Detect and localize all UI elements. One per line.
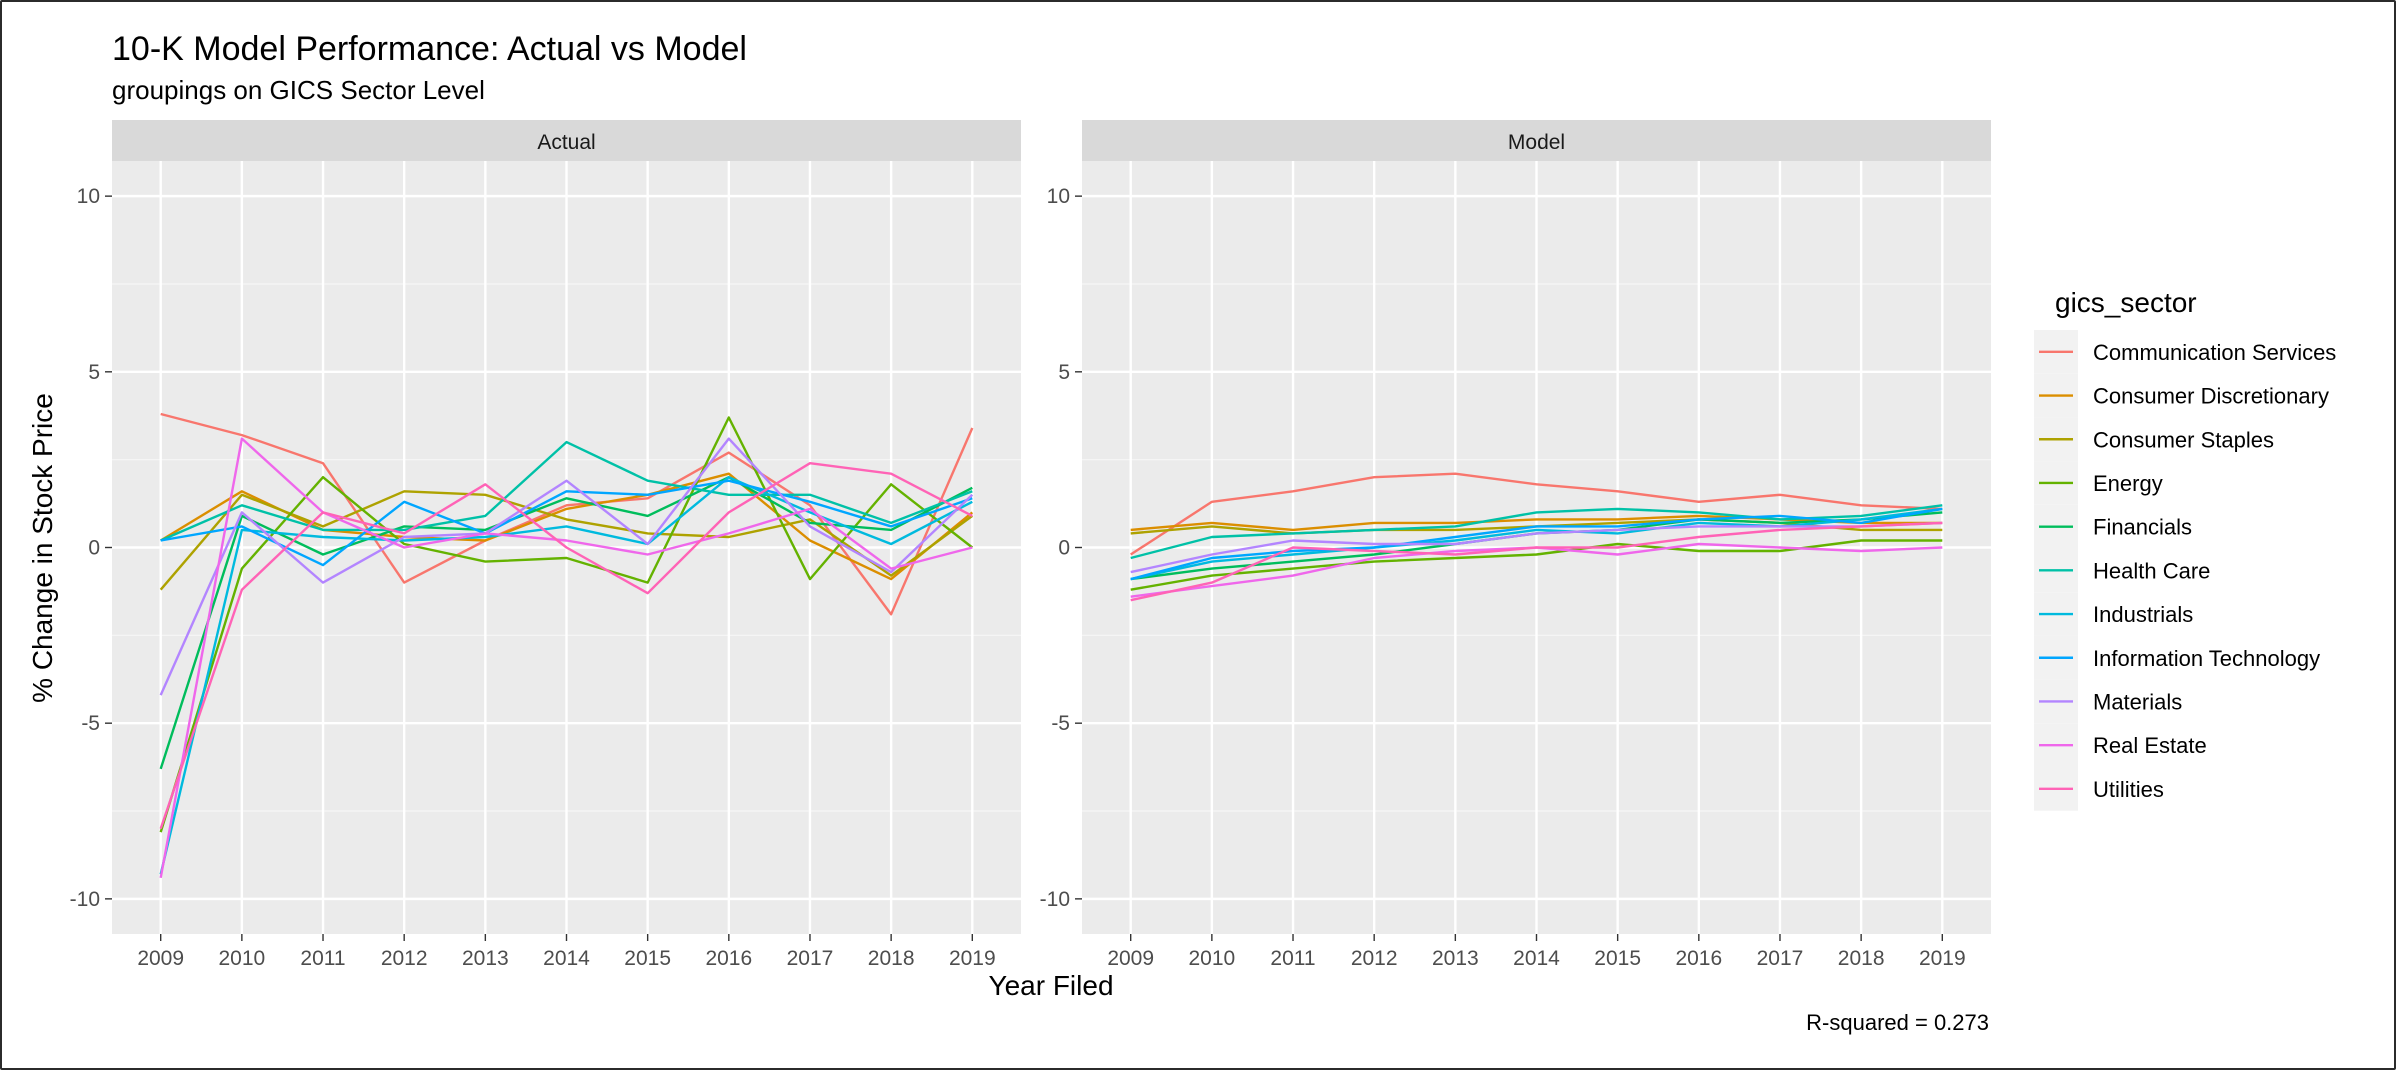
facet-strip-label: Actual — [537, 131, 595, 154]
legend-title: gics_sector — [2055, 287, 2197, 318]
series-line-energy — [159, 416, 974, 833]
series-line-industrials — [1130, 507, 1943, 581]
y-tick-label: 0 — [1058, 537, 1070, 560]
legend-item-utilities: Utilities — [2034, 767, 2164, 811]
x-axis-title: Year Filed — [988, 970, 1113, 1001]
series-line-materials — [159, 437, 974, 696]
y-tick-label: 10 — [1047, 185, 1070, 208]
x-tick-label: 2009 — [137, 947, 184, 970]
legend-item-energy: Energy — [2034, 461, 2163, 505]
x-tick-label: 2014 — [543, 947, 590, 970]
x-tick-label: 2010 — [218, 947, 265, 970]
x-tick-label: 2018 — [868, 947, 915, 970]
legend: gics_sector Communication Services Consum… — [2034, 287, 2336, 811]
y-tick-label: 5 — [1058, 361, 1070, 384]
legend-label: Consumer Staples — [2093, 427, 2274, 452]
legend-label: Health Care — [2093, 558, 2210, 583]
legend-item-financials: Financials — [2034, 504, 2192, 549]
x-tick-label: 2011 — [300, 947, 345, 970]
x-tick-label: 2019 — [949, 947, 996, 970]
x-tick-label: 2010 — [1188, 947, 1235, 970]
series-line-real-estate — [159, 437, 973, 879]
legend-label: Real Estate — [2093, 733, 2207, 758]
y-tick-label: -5 — [1051, 712, 1070, 735]
legend-item-industrials: Industrials — [2034, 592, 2193, 636]
x-tick-label: 2017 — [1757, 947, 1804, 970]
x-tick-label: 2011 — [1270, 947, 1315, 970]
x-tick-label: 2016 — [1675, 947, 1722, 970]
legend-item-real-estate: Real Estate — [2034, 723, 2207, 767]
legend-item-health-care: Health Care — [2034, 548, 2210, 593]
series-line-financials — [159, 476, 973, 770]
y-tick-label: 5 — [88, 361, 100, 384]
x-tick-label: 2019 — [1919, 947, 1966, 970]
legend-label: Energy — [2093, 471, 2163, 496]
series-line-health-care — [160, 440, 973, 542]
x-tick-label: 2012 — [1351, 947, 1398, 970]
series-line-utilities — [159, 462, 973, 829]
y-tick-label: -10 — [1040, 888, 1070, 911]
y-tick-label: 0 — [88, 537, 100, 560]
facet-strip — [112, 120, 1021, 161]
x-tick-label: 2014 — [1513, 947, 1560, 970]
x-tick-label: 2016 — [705, 947, 752, 970]
series-line-utilities — [1130, 521, 1943, 602]
legend-label: Industrials — [2093, 602, 2193, 627]
legend-item-consumer-staples: Consumer Staples — [2034, 417, 2274, 462]
legend-item-materials: Materials — [2034, 679, 2182, 724]
series-line-information-technology — [1130, 507, 1943, 581]
y-axis-title: % Change in Stock Price — [27, 393, 58, 703]
panel-model: Model -10 -5 0 5 10 2009 2010 2011 2012 2013 2014 20… — [1040, 120, 1991, 970]
chart-title: 10-K Model Performance: Actual vs Model — [112, 30, 747, 68]
y-tick-label: -10 — [70, 888, 100, 911]
legend-label: Communication Services — [2093, 340, 2336, 365]
legend-label: Materials — [2093, 689, 2182, 714]
facet-strip — [1082, 120, 1991, 161]
x-tick-label: 2012 — [381, 947, 428, 970]
legend-label: Utilities — [2093, 777, 2164, 802]
y-tick-label: -5 — [81, 712, 100, 735]
x-tick-label: 2017 — [787, 947, 834, 970]
legend-label: Information Technology — [2093, 646, 2320, 671]
x-tick-label: 2015 — [624, 947, 671, 970]
x-tick-label: 2013 — [462, 947, 509, 970]
legend-item-consumer-discretionary: Consumer Discretionary — [2034, 373, 2329, 418]
r-squared-caption: R-squared = 0.273 — [1806, 1010, 1989, 1035]
x-tick-label: 2009 — [1107, 947, 1154, 970]
legend-label: Financials — [2093, 515, 2192, 540]
x-tick-label: 2018 — [1838, 947, 1885, 970]
x-tick-label: 2015 — [1594, 947, 1641, 970]
series-line-industrials — [159, 476, 973, 875]
facet-panels: Actual -10 -5 0 5 10 2009 2010 2011 2012 2013 2014 2… — [70, 120, 1991, 970]
legend-item-information-technology: Information Technology — [2034, 635, 2320, 680]
y-tick-label: 10 — [77, 185, 100, 208]
legend-item-communication-services: Communication Services — [2034, 330, 2336, 374]
series-line-materials — [1130, 521, 1943, 574]
series-line-consumer-staples — [159, 490, 974, 591]
series-line-information-technology — [160, 479, 973, 567]
x-tick-label: 2013 — [1432, 947, 1479, 970]
facet-strip-label: Model — [1508, 131, 1565, 154]
panel-actual: Actual -10 -5 0 5 10 2009 2010 2011 2012 2013 2014 2… — [70, 120, 1021, 970]
series-line-communication-services — [1130, 472, 1943, 556]
chart-subtitle: groupings on GICS Sector Level — [112, 75, 485, 105]
legend-label: Consumer Discretionary — [2093, 384, 2329, 409]
